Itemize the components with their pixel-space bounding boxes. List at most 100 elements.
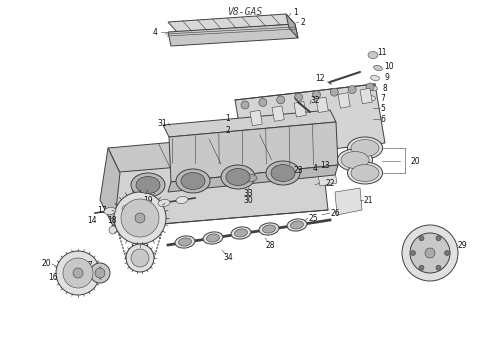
Circle shape	[241, 101, 249, 109]
Text: 18: 18	[107, 216, 117, 225]
Text: 1: 1	[294, 8, 298, 17]
Circle shape	[121, 199, 159, 237]
Text: 23: 23	[293, 166, 303, 175]
Circle shape	[294, 93, 302, 101]
Ellipse shape	[368, 51, 378, 59]
Ellipse shape	[158, 199, 170, 207]
Text: 14: 14	[87, 216, 97, 225]
Text: 5: 5	[381, 104, 386, 113]
Ellipse shape	[122, 204, 134, 212]
Ellipse shape	[235, 229, 247, 237]
Text: 2: 2	[225, 126, 230, 135]
Circle shape	[410, 233, 450, 273]
Ellipse shape	[140, 202, 152, 210]
Circle shape	[411, 251, 416, 256]
Ellipse shape	[287, 219, 307, 231]
Text: 4: 4	[152, 27, 157, 36]
Text: 28: 28	[265, 240, 275, 249]
Ellipse shape	[221, 165, 255, 189]
Bar	[272, 106, 284, 121]
Ellipse shape	[291, 221, 303, 229]
Circle shape	[277, 96, 285, 104]
Circle shape	[259, 98, 267, 107]
Polygon shape	[318, 172, 337, 186]
Bar	[294, 102, 306, 117]
Circle shape	[90, 263, 110, 283]
Circle shape	[126, 244, 154, 272]
Text: 4: 4	[313, 163, 318, 172]
Polygon shape	[163, 110, 336, 137]
Text: 21: 21	[363, 195, 373, 204]
Circle shape	[56, 251, 100, 295]
Ellipse shape	[367, 95, 375, 100]
Circle shape	[95, 268, 105, 278]
Text: 27: 27	[83, 261, 93, 270]
Text: 16: 16	[48, 273, 58, 282]
Circle shape	[444, 251, 449, 256]
Polygon shape	[108, 155, 328, 228]
Bar	[250, 110, 262, 126]
Text: 7: 7	[381, 94, 386, 103]
Polygon shape	[108, 130, 322, 173]
Text: 6: 6	[381, 114, 386, 123]
Polygon shape	[168, 165, 338, 192]
Ellipse shape	[239, 174, 257, 182]
Text: 12: 12	[315, 73, 325, 82]
Polygon shape	[100, 148, 120, 228]
Circle shape	[63, 258, 93, 288]
Ellipse shape	[181, 172, 205, 189]
Text: 25: 25	[308, 213, 318, 222]
Ellipse shape	[373, 65, 382, 71]
Text: 20: 20	[410, 157, 420, 166]
Ellipse shape	[347, 137, 383, 159]
Text: 34: 34	[223, 253, 233, 262]
Text: 13: 13	[320, 161, 330, 170]
Bar	[316, 97, 328, 113]
Ellipse shape	[338, 149, 372, 171]
Text: 17: 17	[97, 206, 107, 215]
Text: 26: 26	[330, 208, 340, 217]
Text: 8: 8	[383, 84, 388, 93]
Circle shape	[73, 268, 83, 278]
Ellipse shape	[203, 232, 223, 244]
Ellipse shape	[259, 223, 279, 235]
Text: 10: 10	[384, 62, 394, 71]
Ellipse shape	[176, 197, 188, 203]
Ellipse shape	[271, 165, 295, 181]
Polygon shape	[169, 122, 338, 182]
Text: V8-GAS: V8-GAS	[227, 7, 263, 17]
Circle shape	[109, 226, 117, 234]
Polygon shape	[168, 24, 298, 46]
Circle shape	[419, 236, 424, 241]
Text: 11: 11	[377, 48, 387, 57]
Bar	[338, 93, 350, 108]
Text: 32: 32	[310, 95, 320, 104]
Circle shape	[436, 265, 441, 270]
Ellipse shape	[347, 162, 383, 184]
Ellipse shape	[175, 236, 195, 248]
Circle shape	[313, 91, 320, 99]
Ellipse shape	[263, 225, 275, 233]
Circle shape	[114, 192, 166, 244]
Text: 9: 9	[385, 72, 390, 81]
Text: 2: 2	[301, 18, 305, 27]
Polygon shape	[235, 84, 385, 159]
Ellipse shape	[136, 176, 160, 194]
Text: 19: 19	[143, 195, 153, 204]
Circle shape	[127, 226, 135, 234]
Text: 20: 20	[41, 260, 51, 269]
Ellipse shape	[207, 234, 220, 242]
Ellipse shape	[368, 85, 377, 91]
Polygon shape	[335, 188, 362, 215]
Ellipse shape	[178, 238, 192, 246]
Text: 33: 33	[243, 189, 253, 198]
Text: 15: 15	[123, 220, 133, 230]
Bar	[360, 88, 372, 104]
Text: 30: 30	[243, 195, 253, 204]
Ellipse shape	[351, 140, 379, 157]
Text: 31: 31	[157, 118, 167, 127]
Circle shape	[436, 236, 441, 241]
Text: 1: 1	[225, 113, 230, 122]
Ellipse shape	[104, 207, 116, 215]
Ellipse shape	[176, 169, 210, 193]
